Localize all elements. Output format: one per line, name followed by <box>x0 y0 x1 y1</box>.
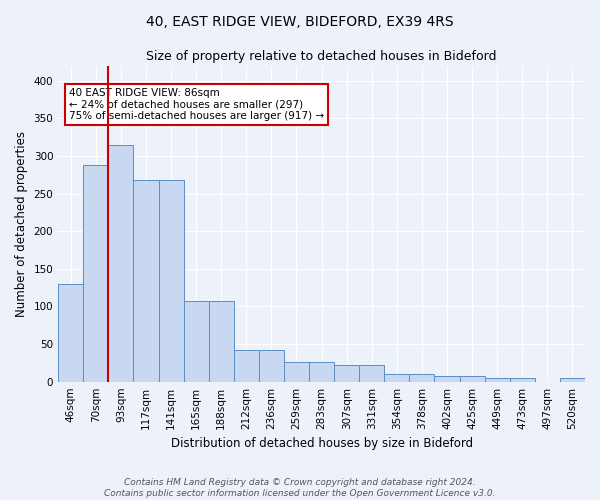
Bar <box>385 374 409 382</box>
Bar <box>434 376 460 382</box>
Bar <box>409 374 434 382</box>
Bar <box>560 378 585 382</box>
Title: Size of property relative to detached houses in Bideford: Size of property relative to detached ho… <box>146 50 497 63</box>
X-axis label: Distribution of detached houses by size in Bideford: Distribution of detached houses by size … <box>170 437 473 450</box>
Bar <box>259 350 284 382</box>
Bar <box>83 165 109 382</box>
Bar <box>510 378 535 382</box>
Bar <box>158 180 184 382</box>
Text: 40 EAST RIDGE VIEW: 86sqm
← 24% of detached houses are smaller (297)
75% of semi: 40 EAST RIDGE VIEW: 86sqm ← 24% of detac… <box>69 88 324 121</box>
Bar <box>184 301 209 382</box>
Text: 40, EAST RIDGE VIEW, BIDEFORD, EX39 4RS: 40, EAST RIDGE VIEW, BIDEFORD, EX39 4RS <box>146 15 454 29</box>
Text: Contains HM Land Registry data © Crown copyright and database right 2024.
Contai: Contains HM Land Registry data © Crown c… <box>104 478 496 498</box>
Bar <box>109 144 133 382</box>
Bar <box>284 362 309 382</box>
Bar <box>234 350 259 382</box>
Bar <box>209 301 234 382</box>
Bar <box>133 180 158 382</box>
Bar <box>359 365 385 382</box>
Bar <box>334 365 359 382</box>
Bar <box>460 376 485 382</box>
Bar <box>309 362 334 382</box>
Bar <box>485 378 510 382</box>
Y-axis label: Number of detached properties: Number of detached properties <box>15 130 28 316</box>
Bar <box>58 284 83 382</box>
